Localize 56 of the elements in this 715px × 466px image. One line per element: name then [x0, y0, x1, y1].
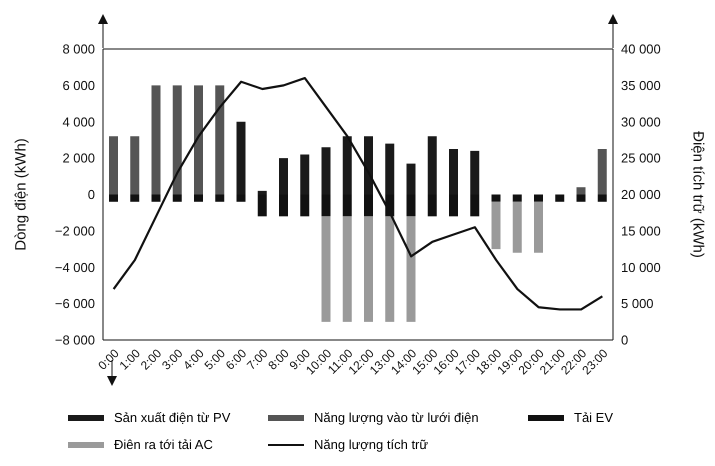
bar: [512, 202, 522, 253]
legend-label: Điên ra tới tải AC: [114, 437, 213, 452]
bar: [342, 216, 352, 322]
y2-tick-label: 10 000: [621, 260, 661, 275]
bar: [152, 85, 160, 194]
y-tick-label: −2 000: [54, 223, 95, 238]
y2-tick-label: 0: [621, 332, 628, 348]
y-tick-label: 8 000: [62, 42, 95, 57]
y-tick-label: −8 000: [54, 332, 95, 348]
legend-label: Năng lượng vào từ lưới điện: [314, 410, 479, 425]
bar: [512, 194, 522, 202]
y-tick-label: 6 000: [62, 78, 95, 93]
bar: [172, 194, 182, 202]
bar: [555, 194, 564, 202]
y2-tick-label: 25 000: [621, 150, 661, 166]
bar: [109, 194, 118, 202]
bar: [215, 194, 224, 202]
y2-axis-title: Điện tích trữ (kWh): [690, 131, 707, 258]
legend-label: Năng lượng tích trữ: [314, 437, 428, 452]
legend-label: Tải EV: [574, 410, 614, 425]
y-axis-title: Dòng điện (kWh): [12, 138, 30, 251]
bar: [492, 194, 500, 202]
y2-tick-label: 30 000: [621, 114, 661, 130]
y2-tick-label: 20 000: [621, 187, 661, 202]
y2-tick-label: 40 000: [621, 42, 661, 57]
bar: [406, 216, 416, 322]
bar: [534, 202, 543, 253]
line-series: [112, 77, 604, 311]
bar: [492, 202, 500, 250]
y2-tick-label: 15 000: [621, 223, 661, 238]
bar: [598, 149, 607, 194]
bar: [172, 85, 182, 194]
bar: [109, 136, 118, 194]
y2-tick-label: 35 000: [621, 78, 661, 93]
bar: [364, 216, 373, 322]
y2-tick-label: 5 000: [621, 296, 654, 312]
bar: [130, 194, 140, 202]
x-tick-label: 3:00: [159, 346, 186, 373]
bar: [598, 194, 607, 202]
legend-label: Sản xuất điện từ PV: [114, 410, 230, 425]
bar: [130, 136, 140, 194]
bar: [152, 194, 160, 202]
bar: [194, 194, 203, 202]
y-tick-label: 4 000: [62, 114, 95, 130]
bar: [322, 216, 330, 322]
bar: [194, 85, 203, 194]
y-tick-label: 0: [88, 187, 95, 202]
bar: [385, 216, 394, 322]
bar: [534, 194, 543, 202]
bar: [576, 187, 586, 194]
y-tick-label: 2 000: [62, 150, 95, 166]
y-tick-label: −4 000: [54, 260, 95, 275]
bar: [258, 194, 267, 216]
y-tick-label: −6 000: [54, 296, 95, 312]
bar: [215, 85, 224, 194]
bar: [576, 194, 586, 202]
